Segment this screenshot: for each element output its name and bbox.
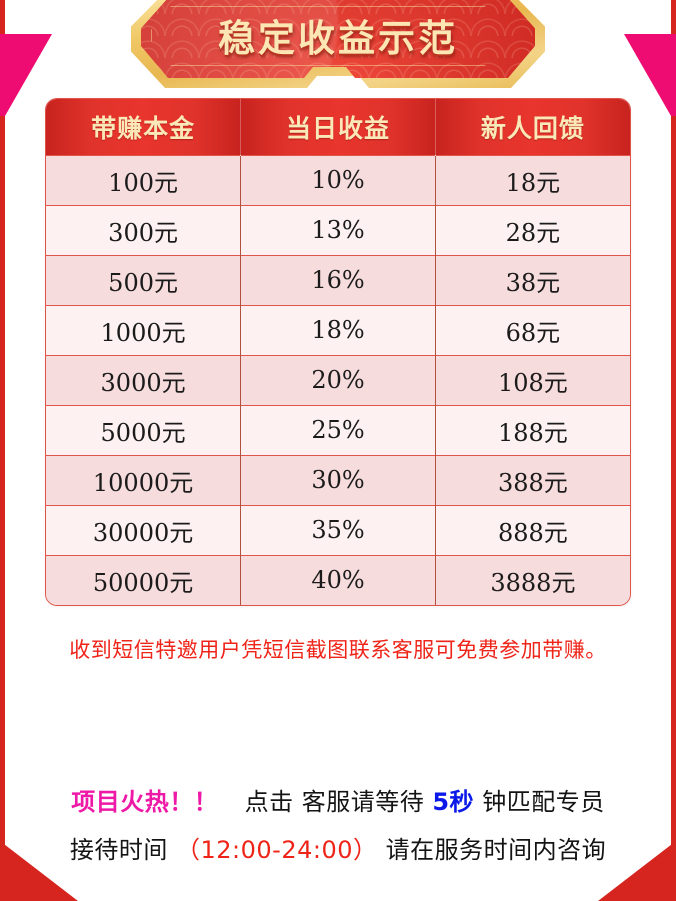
footer-line2-post: 请在服务时间内咨询: [385, 836, 607, 864]
cell-principal: 50000元: [46, 554, 241, 605]
cell-newbie-bonus: 188元: [434, 404, 630, 455]
cell-principal: 5000元: [46, 404, 241, 455]
table-row: 30000元 35% 888元: [46, 504, 630, 555]
column-header-newbie-bonus: 新人回馈: [434, 99, 630, 155]
table-row: 50000元 40% 3888元: [46, 554, 630, 605]
cell-principal: 10000元: [46, 454, 241, 505]
invite-note: 收到短信特邀用户凭短信截图联系客服可免费参加带赚。: [69, 638, 607, 662]
right-edge-rail: [671, 0, 676, 901]
column-header-principal: 带赚本金: [46, 99, 241, 155]
left-edge-rail: [0, 0, 5, 901]
table-row: 10000元 30% 388元: [46, 454, 630, 505]
earnings-table-card: 带赚本金 当日收益 新人回馈 100元 10% 18元 300元 13% 28元…: [45, 98, 631, 606]
cell-newbie-bonus: 108元: [434, 354, 630, 405]
footer-block: 项目火热！！ 点击 客服请等待 5秒 钟匹配专员 接待时间 （12:00-24:…: [0, 778, 676, 874]
service-hours: （12:00-24:00）: [176, 836, 378, 864]
cell-daily-rate: 18%: [240, 304, 436, 355]
footer-line-1: 项目火热！！ 点击 客服请等待 5秒 钟匹配专员: [0, 778, 676, 826]
cell-newbie-bonus: 18元: [434, 154, 630, 205]
cell-newbie-bonus: 38元: [434, 254, 630, 305]
footer-line2-pre: 接待时间: [69, 836, 168, 864]
table-row: 5000元 25% 188元: [46, 404, 630, 455]
table-body: 100元 10% 18元 300元 13% 28元 500元 16% 38元 1…: [46, 154, 630, 605]
table-row: 100元 10% 18元: [46, 154, 630, 205]
cell-principal: 300元: [46, 204, 241, 255]
cell-daily-rate: 16%: [240, 254, 436, 305]
banner-plaque: 稳定收益示范: [0, 0, 676, 88]
cell-daily-rate: 30%: [240, 454, 436, 505]
cell-daily-rate: 13%: [240, 204, 436, 255]
hot-label: 项目火热！！: [71, 788, 219, 816]
column-header-daily-rate: 当日收益: [240, 99, 436, 155]
table-row: 300元 13% 28元: [46, 204, 630, 255]
cell-principal: 1000元: [46, 304, 241, 355]
table-header: 带赚本金 当日收益 新人回馈: [46, 99, 630, 155]
cell-principal: 100元: [46, 154, 241, 205]
plaque-inner-outline: [151, 6, 505, 66]
cell-newbie-bonus: 3888元: [434, 554, 630, 605]
footer-line1-pre: 点击 客服请等待: [244, 788, 425, 816]
cell-newbie-bonus: 68元: [434, 304, 630, 355]
banner-title: 稳定收益示范: [218, 17, 458, 60]
table-row: 500元 16% 38元: [46, 254, 630, 305]
cell-daily-rate: 35%: [240, 504, 436, 555]
wait-seconds-highlight: 5秒: [432, 788, 475, 816]
cell-daily-rate: 25%: [240, 404, 436, 455]
cell-daily-rate: 20%: [240, 354, 436, 405]
cell-principal: 30000元: [46, 504, 241, 555]
earnings-table: 带赚本金 当日收益 新人回馈 100元 10% 18元 300元 13% 28元…: [46, 99, 630, 605]
footer-line-2: 接待时间 （12:00-24:00） 请在服务时间内咨询: [0, 826, 676, 874]
table-row: 1000元 18% 68元: [46, 304, 630, 355]
table-row: 3000元 20% 108元: [46, 354, 630, 405]
cell-daily-rate: 10%: [240, 154, 436, 205]
footer-line1-post: 钟匹配专员: [482, 788, 605, 816]
cell-newbie-bonus: 28元: [434, 204, 630, 255]
cell-principal: 3000元: [46, 354, 241, 405]
table-header-row: 带赚本金 当日收益 新人回馈: [46, 99, 630, 155]
cell-principal: 500元: [46, 254, 241, 305]
cell-daily-rate: 40%: [240, 554, 436, 605]
cell-newbie-bonus: 388元: [434, 454, 630, 505]
cell-newbie-bonus: 888元: [434, 504, 630, 555]
